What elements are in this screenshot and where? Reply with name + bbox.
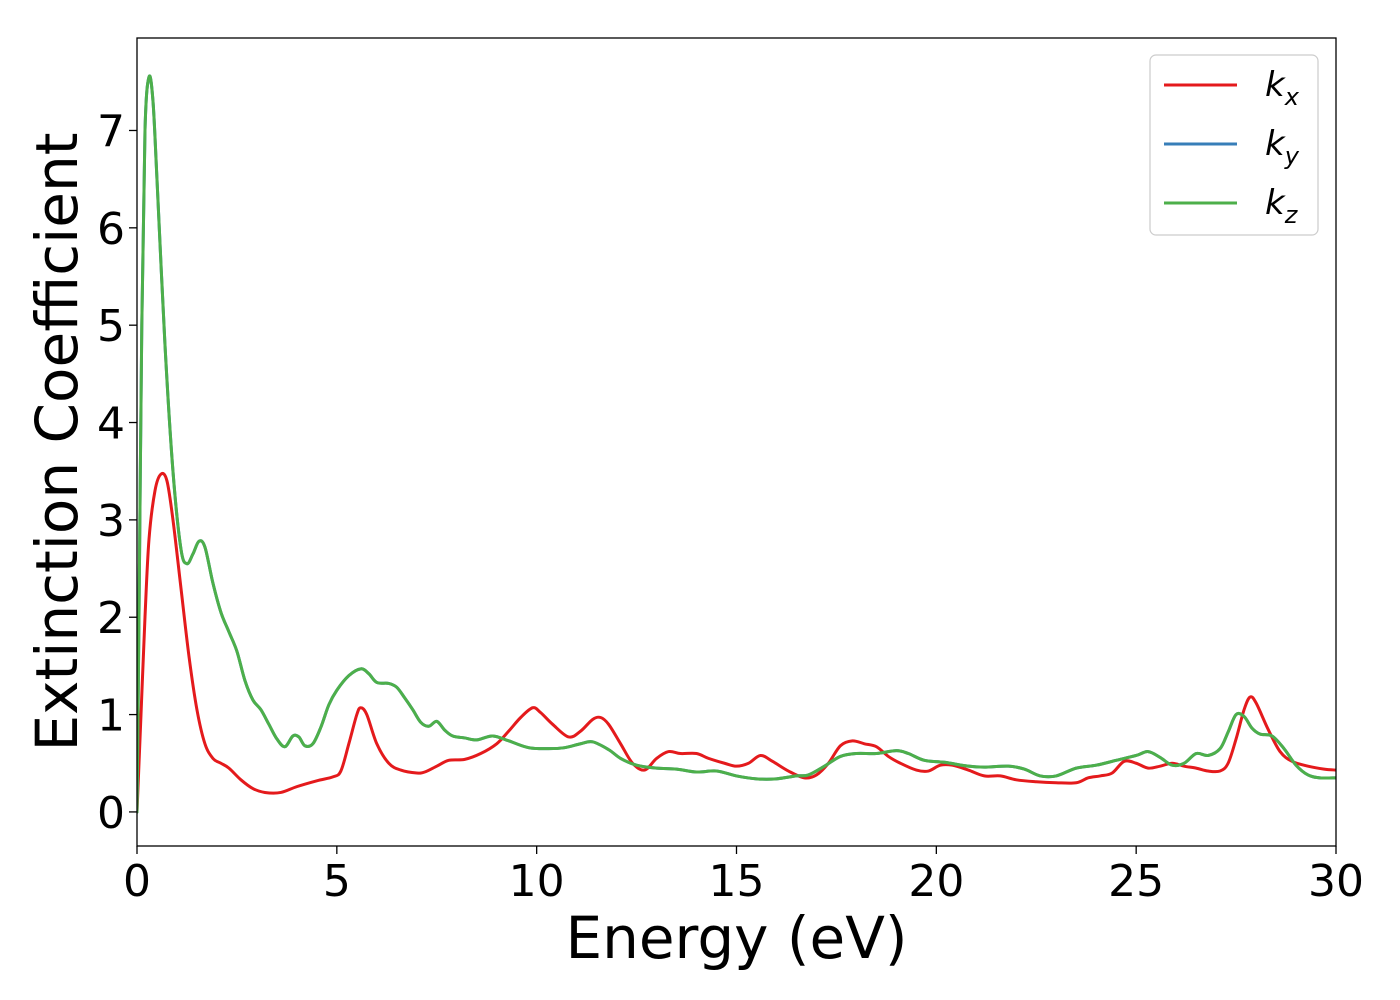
y-tick-label: 7 [97,106,125,157]
y-axis-label: Extinction Coefficient [23,133,91,752]
y-tick-label: 5 [97,301,125,352]
y-tick-label: 6 [97,204,125,255]
legend-label-symbol: k [1265,183,1286,223]
legend-label-subscript: z [1284,201,1299,229]
x-axis: 0 5 10 15 20 25 30 [123,846,1364,907]
x-tick-label: 5 [323,856,351,907]
y-tick-label: 3 [97,496,125,547]
x-tick-label: 15 [709,856,765,907]
y-tick-label: 2 [97,593,125,644]
legend-label-subscript: x [1284,83,1300,111]
x-tick-label: 20 [908,856,964,907]
legend-label-kx: kx [1265,65,1300,111]
legend-label-symbol: k [1265,124,1286,164]
x-tick-label: 10 [509,856,565,907]
series-layer [137,74,1336,814]
x-tick-label: 30 [1308,856,1364,907]
x-tick-label: 0 [123,856,151,907]
legend-label-subscript: y [1284,142,1300,170]
x-tick-label: 25 [1108,856,1164,907]
y-tick-label: 0 [97,788,125,839]
y-tick-label: 1 [97,691,125,742]
series-line-kx [137,471,1336,814]
x-axis-label: Energy (eV) [565,904,907,972]
y-tick-label: 4 [97,399,125,450]
legend-label-kz: kz [1265,183,1299,229]
series-line-kz [137,74,1336,814]
y-axis: 0 1 2 3 4 5 6 7 [97,106,137,839]
legend-label-ky: ky [1265,124,1300,170]
legend-label-symbol: k [1265,65,1286,105]
